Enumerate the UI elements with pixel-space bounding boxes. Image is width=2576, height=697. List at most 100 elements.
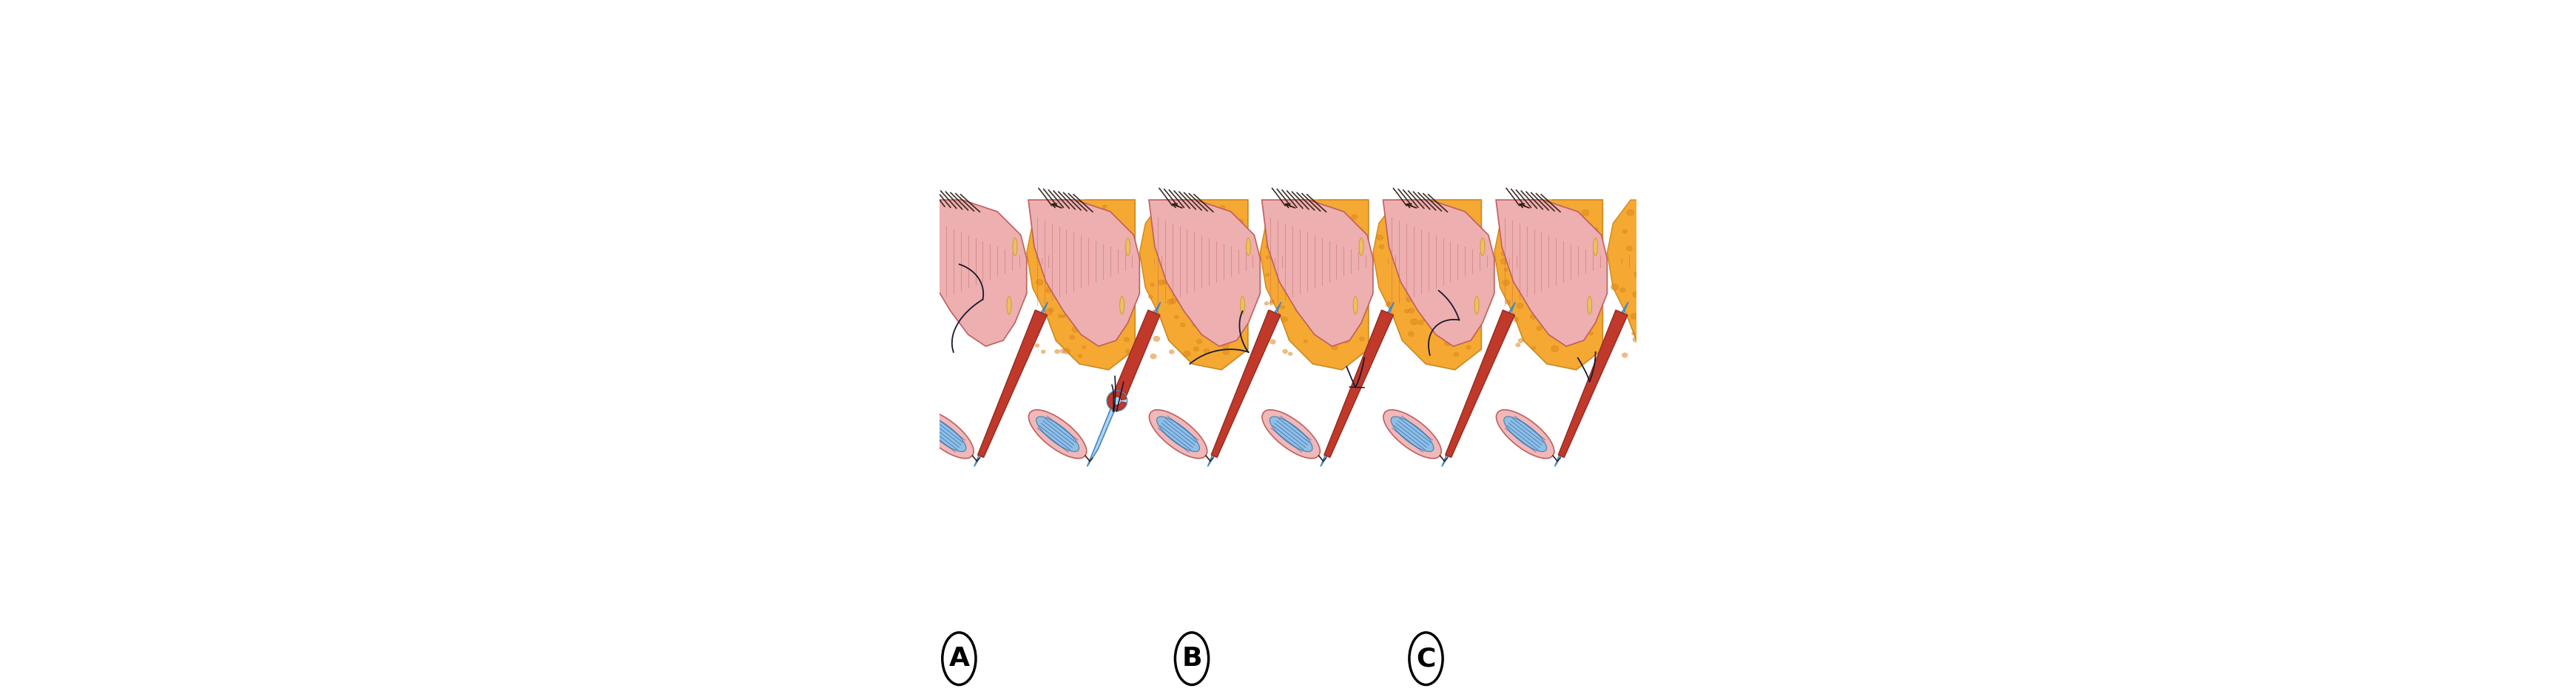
- Ellipse shape: [1288, 261, 1293, 265]
- Ellipse shape: [1355, 284, 1360, 289]
- Ellipse shape: [1453, 303, 1458, 306]
- Ellipse shape: [1123, 337, 1128, 342]
- Ellipse shape: [1188, 279, 1195, 283]
- Ellipse shape: [1641, 261, 1646, 266]
- Ellipse shape: [1705, 264, 1708, 267]
- Ellipse shape: [1041, 350, 1046, 353]
- Ellipse shape: [1092, 235, 1095, 238]
- Ellipse shape: [1584, 278, 1589, 282]
- Ellipse shape: [1345, 323, 1350, 327]
- Ellipse shape: [1103, 205, 1108, 209]
- Ellipse shape: [1092, 304, 1095, 307]
- Ellipse shape: [1656, 306, 1662, 311]
- Ellipse shape: [1036, 344, 1038, 347]
- Ellipse shape: [1306, 263, 1311, 266]
- Ellipse shape: [1399, 270, 1401, 273]
- Ellipse shape: [1569, 213, 1574, 216]
- Ellipse shape: [1414, 275, 1422, 280]
- Ellipse shape: [1419, 245, 1425, 248]
- Ellipse shape: [1074, 310, 1079, 315]
- Ellipse shape: [1553, 289, 1556, 292]
- Ellipse shape: [1118, 287, 1123, 292]
- Ellipse shape: [1185, 247, 1190, 250]
- Ellipse shape: [1110, 253, 1115, 256]
- Ellipse shape: [1193, 227, 1198, 230]
- Ellipse shape: [1432, 330, 1437, 332]
- Polygon shape: [1321, 302, 1394, 466]
- Ellipse shape: [1100, 286, 1105, 291]
- Ellipse shape: [1180, 232, 1185, 236]
- Ellipse shape: [1200, 312, 1206, 316]
- Ellipse shape: [1311, 222, 1316, 226]
- Ellipse shape: [1430, 281, 1432, 284]
- Polygon shape: [1208, 302, 1280, 466]
- Ellipse shape: [1167, 241, 1175, 247]
- Ellipse shape: [1303, 220, 1309, 224]
- Ellipse shape: [1481, 238, 1484, 256]
- Polygon shape: [1087, 302, 1162, 466]
- Ellipse shape: [1610, 284, 1618, 290]
- Ellipse shape: [1613, 330, 1620, 337]
- Ellipse shape: [1414, 286, 1422, 293]
- Ellipse shape: [1164, 241, 1172, 247]
- Ellipse shape: [1535, 326, 1543, 330]
- Ellipse shape: [1151, 353, 1157, 359]
- Ellipse shape: [1327, 285, 1334, 290]
- Ellipse shape: [1690, 254, 1692, 257]
- Ellipse shape: [1677, 316, 1682, 322]
- Ellipse shape: [1265, 273, 1270, 277]
- Ellipse shape: [1414, 263, 1419, 268]
- Ellipse shape: [1298, 254, 1303, 257]
- Ellipse shape: [1175, 633, 1208, 684]
- Ellipse shape: [1064, 348, 1069, 354]
- Ellipse shape: [1419, 261, 1425, 264]
- Ellipse shape: [1352, 296, 1358, 300]
- Ellipse shape: [1159, 240, 1164, 245]
- Ellipse shape: [1582, 298, 1587, 301]
- Ellipse shape: [1425, 275, 1427, 278]
- Ellipse shape: [1046, 227, 1051, 232]
- Ellipse shape: [1461, 220, 1463, 222]
- Ellipse shape: [1417, 286, 1422, 289]
- Ellipse shape: [1051, 209, 1059, 215]
- Polygon shape: [1262, 410, 1319, 459]
- Ellipse shape: [1087, 238, 1092, 242]
- Ellipse shape: [1180, 323, 1185, 327]
- Ellipse shape: [1631, 313, 1638, 319]
- Ellipse shape: [1473, 307, 1479, 311]
- Ellipse shape: [1574, 270, 1577, 273]
- Ellipse shape: [1440, 257, 1445, 261]
- Ellipse shape: [1360, 238, 1363, 256]
- Ellipse shape: [1473, 309, 1479, 313]
- Ellipse shape: [1226, 274, 1231, 279]
- Ellipse shape: [1502, 251, 1507, 256]
- Ellipse shape: [1360, 337, 1365, 341]
- Ellipse shape: [1151, 309, 1159, 314]
- Ellipse shape: [1149, 295, 1151, 298]
- Ellipse shape: [1533, 245, 1538, 249]
- Ellipse shape: [1517, 303, 1522, 309]
- Ellipse shape: [1543, 266, 1548, 270]
- Ellipse shape: [1440, 250, 1445, 254]
- Ellipse shape: [1698, 238, 1705, 243]
- Ellipse shape: [1288, 352, 1293, 355]
- Ellipse shape: [1316, 230, 1321, 233]
- Ellipse shape: [1649, 228, 1654, 233]
- Ellipse shape: [1123, 249, 1131, 254]
- Ellipse shape: [1417, 320, 1425, 325]
- Ellipse shape: [1561, 219, 1569, 224]
- Ellipse shape: [1337, 239, 1345, 245]
- Polygon shape: [914, 410, 974, 459]
- Ellipse shape: [1595, 309, 1600, 312]
- Ellipse shape: [1188, 295, 1190, 298]
- Ellipse shape: [1566, 222, 1571, 226]
- Ellipse shape: [1064, 245, 1066, 249]
- Ellipse shape: [1306, 296, 1311, 300]
- Ellipse shape: [1203, 348, 1208, 353]
- Ellipse shape: [1033, 236, 1038, 239]
- Polygon shape: [1373, 200, 1481, 369]
- Ellipse shape: [1103, 239, 1108, 244]
- Ellipse shape: [1324, 297, 1329, 301]
- Ellipse shape: [1061, 349, 1066, 353]
- Ellipse shape: [1100, 230, 1108, 236]
